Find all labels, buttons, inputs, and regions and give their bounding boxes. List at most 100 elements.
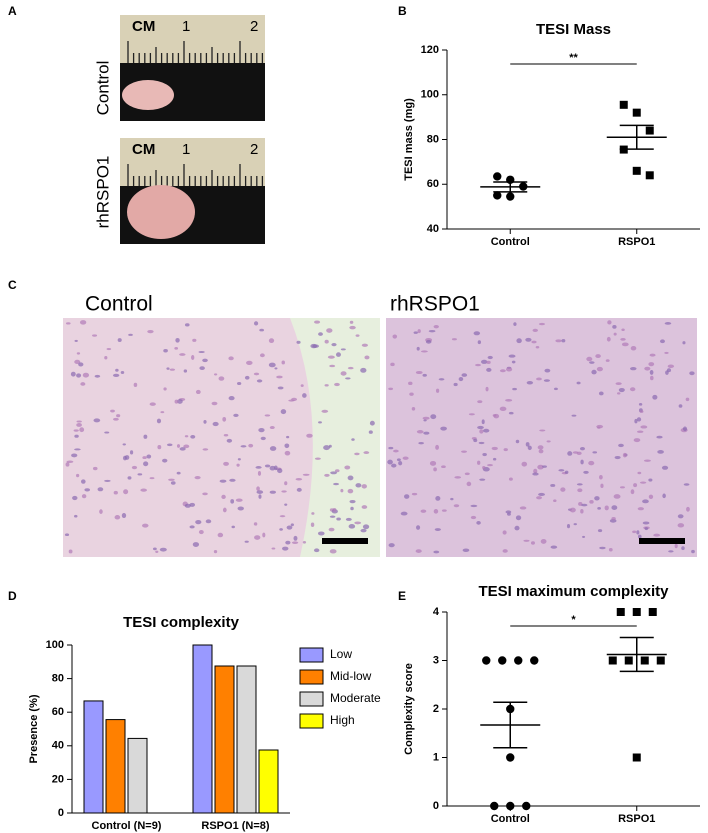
cell-nucleus bbox=[629, 387, 636, 392]
histology-lumen bbox=[290, 318, 380, 557]
cell-nucleus bbox=[198, 529, 204, 535]
cell-nucleus bbox=[78, 362, 84, 367]
cell-nucleus bbox=[642, 499, 649, 504]
cell-nucleus bbox=[689, 371, 695, 376]
cell-nucleus bbox=[620, 337, 626, 341]
cell-nucleus bbox=[636, 417, 642, 422]
cell-nucleus bbox=[333, 482, 340, 486]
cell-nucleus bbox=[539, 429, 546, 432]
cell-nucleus bbox=[174, 399, 179, 404]
cell-nucleus bbox=[523, 539, 530, 542]
cell-nucleus bbox=[420, 509, 427, 513]
cell-nucleus bbox=[143, 461, 149, 467]
cell-nucleus bbox=[80, 479, 86, 484]
cell-nucleus bbox=[345, 517, 352, 521]
ruler-unit: CM bbox=[132, 18, 155, 35]
y-tick-label: 80 bbox=[427, 133, 439, 145]
cell-nucleus bbox=[82, 372, 90, 378]
cell-nucleus bbox=[594, 496, 600, 501]
cell-nucleus bbox=[532, 472, 539, 476]
cell-nucleus bbox=[212, 421, 219, 427]
cell-nucleus bbox=[487, 463, 493, 467]
cell-nucleus bbox=[237, 506, 244, 511]
cell-nucleus bbox=[409, 392, 414, 396]
cell-nucleus bbox=[592, 451, 598, 454]
cell-nucleus bbox=[582, 535, 586, 538]
cell-nucleus bbox=[440, 426, 447, 431]
y-tick-label: 120 bbox=[421, 44, 439, 56]
ruler-number: 2 bbox=[250, 18, 258, 35]
cell-nucleus bbox=[340, 371, 347, 376]
cell-nucleus bbox=[580, 508, 584, 514]
cell-nucleus bbox=[644, 366, 651, 371]
scale-bar bbox=[639, 538, 685, 544]
cell-nucleus bbox=[621, 342, 629, 347]
cell-nucleus bbox=[464, 472, 470, 476]
image-label: Control bbox=[85, 293, 153, 316]
cell-nucleus bbox=[213, 549, 218, 554]
cell-nucleus bbox=[423, 431, 430, 435]
chart-title: TESI complexity bbox=[123, 614, 240, 631]
cell-nucleus bbox=[347, 475, 354, 481]
cell-nucleus bbox=[648, 362, 655, 367]
cell-nucleus bbox=[617, 392, 621, 395]
cell-nucleus bbox=[478, 441, 485, 445]
data-point bbox=[530, 656, 539, 665]
cell-nucleus bbox=[491, 446, 498, 451]
cell-nucleus bbox=[493, 413, 500, 419]
cell-nucleus bbox=[276, 375, 283, 379]
data-point bbox=[482, 656, 491, 665]
cell-nucleus bbox=[608, 547, 613, 552]
cell-nucleus bbox=[344, 465, 351, 470]
cell-nucleus bbox=[254, 535, 261, 540]
cell-nucleus bbox=[656, 435, 663, 439]
cell-nucleus bbox=[477, 425, 484, 430]
cell-nucleus bbox=[360, 367, 367, 373]
cell-nucleus bbox=[571, 414, 577, 417]
cell-nucleus bbox=[630, 489, 635, 495]
cell-nucleus bbox=[639, 481, 647, 484]
cell-nucleus bbox=[450, 497, 454, 501]
bar bbox=[258, 749, 279, 814]
cell-nucleus bbox=[612, 324, 617, 329]
cell-nucleus bbox=[461, 373, 468, 377]
cell-nucleus bbox=[543, 379, 550, 382]
cell-nucleus bbox=[642, 521, 650, 525]
cell-nucleus bbox=[129, 450, 134, 455]
cell-nucleus bbox=[236, 463, 240, 467]
cell-nucleus bbox=[555, 339, 562, 343]
cell-nucleus bbox=[351, 438, 355, 441]
cell-nucleus bbox=[553, 499, 557, 503]
cell-nucleus bbox=[203, 420, 207, 424]
cell-nucleus bbox=[595, 354, 601, 359]
cell-nucleus bbox=[662, 493, 666, 499]
cell-nucleus bbox=[79, 320, 87, 325]
cell-nucleus bbox=[678, 404, 683, 408]
cell-nucleus bbox=[482, 453, 487, 457]
cell-nucleus bbox=[435, 495, 441, 501]
x-tick-label: RSPO1 bbox=[618, 813, 655, 825]
cell-nucleus bbox=[583, 470, 589, 474]
cell-nucleus bbox=[113, 417, 119, 421]
cell-nucleus bbox=[508, 477, 513, 481]
cell-nucleus bbox=[502, 549, 508, 553]
data-point bbox=[498, 656, 507, 665]
cell-nucleus bbox=[516, 338, 522, 344]
cell-nucleus bbox=[505, 399, 513, 402]
data-point bbox=[645, 171, 654, 180]
cell-nucleus bbox=[561, 339, 566, 343]
cell-nucleus bbox=[340, 488, 344, 493]
cell-nucleus bbox=[630, 345, 637, 351]
cell-nucleus bbox=[205, 519, 212, 524]
cell-nucleus bbox=[573, 523, 577, 526]
cell-nucleus bbox=[355, 483, 362, 488]
cell-nucleus bbox=[576, 451, 582, 455]
panel-letter: D bbox=[8, 589, 17, 603]
data-point bbox=[616, 608, 625, 616]
cell-nucleus bbox=[99, 509, 103, 514]
data-point bbox=[493, 191, 502, 200]
cell-nucleus bbox=[560, 487, 566, 492]
cell-nucleus bbox=[388, 543, 395, 548]
cell-nucleus bbox=[604, 505, 609, 511]
cell-nucleus bbox=[68, 549, 73, 554]
